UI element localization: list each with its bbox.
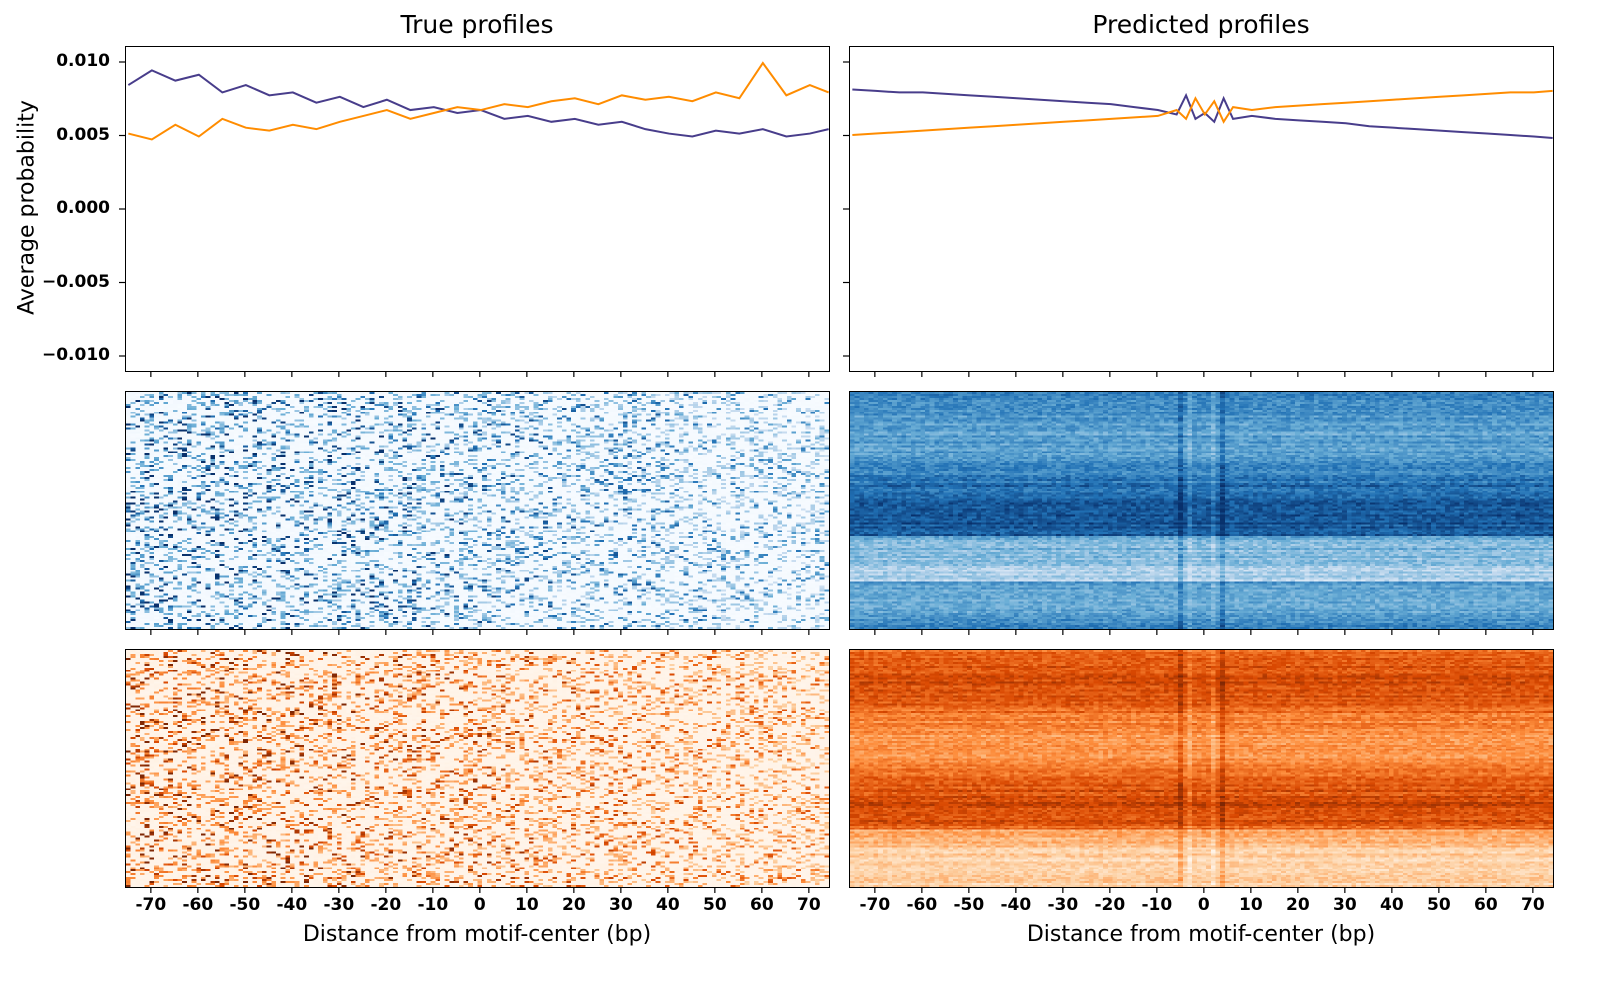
x-tick-label: 50 (1427, 895, 1451, 915)
x-tick-label: 40 (1380, 895, 1404, 915)
x-tick-label: 70 (797, 895, 821, 915)
y-tick-label: 0.005 (56, 124, 110, 145)
x-tick-label: -60 (182, 895, 214, 915)
y-tick-label: −0.005 (41, 271, 110, 292)
title-predicted: Predicted profiles (1092, 10, 1310, 39)
x-tick-label: -60 (906, 895, 938, 915)
x-tick-label: -20 (370, 895, 402, 915)
x-tick-label: -40 (1000, 895, 1032, 915)
x-tick-label: 30 (609, 895, 633, 915)
x-tick-label: -50 (229, 895, 261, 915)
y-tick-label: −0.010 (41, 345, 110, 365)
title-true: True profiles (400, 10, 554, 39)
heatmap-predicted-blue-panel (849, 391, 1554, 630)
x-tick-label: 10 (1239, 895, 1263, 915)
x-tick-label: 20 (1286, 895, 1310, 915)
x-tick-label: -30 (323, 895, 355, 915)
heatmap-pred-strand2 (850, 650, 1553, 887)
x-tick-label: 70 (1521, 895, 1545, 915)
x-tick-label: 60 (1474, 895, 1498, 915)
x-tick-label: -70 (135, 895, 167, 915)
x-axis-label-left: Distance from motif-center (bp) (302, 922, 652, 947)
x-tick-label: -20 (1094, 895, 1126, 915)
y-tick-label: 0.010 (56, 51, 110, 71)
x-tick-label: 50 (703, 895, 727, 915)
heatmap-true-blue-panel (125, 391, 830, 630)
line-plot-predicted (852, 88, 1553, 139)
series-line-strand-2 (128, 61, 830, 141)
heatmap-predicted-orange-panel (849, 649, 1554, 888)
x-tick-label: -10 (1141, 895, 1173, 915)
line-panel-true (125, 46, 830, 372)
heatmap-pred-strand1 (850, 392, 1553, 629)
x-tick-label: 10 (515, 895, 539, 915)
x-tick-label: 40 (656, 895, 680, 915)
x-tick-label: 0 (473, 895, 486, 915)
heatmap-true-orange-panel (125, 649, 830, 888)
x-axis-label-right: Distance from motif-center (bp) (1026, 922, 1376, 947)
series-line-strand-2 (852, 89, 1553, 137)
x-tick-label: -40 (276, 895, 308, 915)
x-tick-label: 20 (562, 895, 586, 915)
x-tick-label: 0 (1197, 895, 1210, 915)
x-tick-label: 60 (750, 895, 774, 915)
line-panel-predicted (849, 46, 1554, 372)
heatmap-true-strand2 (126, 650, 829, 887)
x-tick-label: -30 (1047, 895, 1079, 915)
x-tick-label: 30 (1333, 895, 1357, 915)
y-tick-label: 0.000 (56, 198, 110, 218)
heatmap-true-strand1 (126, 392, 829, 629)
x-tick-label: -50 (953, 895, 985, 915)
line-plot-true (127, 61, 830, 141)
x-tick-label: -70 (859, 895, 891, 915)
x-tick-label: -10 (417, 895, 449, 915)
